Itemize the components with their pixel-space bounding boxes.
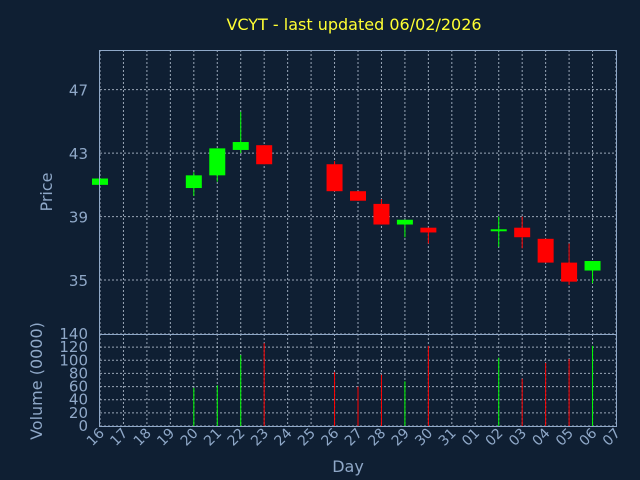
volume-axis-label: Volume (0000)	[27, 322, 46, 440]
candle	[326, 161, 343, 192]
candle-body	[561, 262, 578, 282]
x-tick-labels: 16 17 18 19 20 21 22 23 24 25 26 27 28 29 30 31 01 02 03 04…	[84, 425, 624, 449]
candle-body	[326, 164, 343, 192]
x-tick: 03	[506, 426, 530, 450]
x-tick: 29	[389, 426, 413, 450]
candle	[373, 199, 390, 225]
price-candles	[92, 111, 601, 285]
candle	[420, 227, 437, 244]
candle-body	[537, 238, 554, 263]
price-axis-label: Price	[37, 172, 56, 211]
x-tick: 24	[272, 425, 296, 449]
x-tick: 06	[576, 425, 600, 449]
x-tick: 02	[483, 426, 507, 450]
candle	[185, 172, 202, 196]
candle	[490, 216, 507, 247]
candle-body	[373, 203, 390, 225]
candle	[584, 261, 601, 284]
x-tick: 28	[365, 426, 389, 450]
price-y-tick-labels: 35 39 43 47	[69, 82, 88, 290]
x-tick: 27	[342, 426, 366, 450]
candle-body	[490, 229, 507, 232]
x-tick: 22	[225, 426, 249, 450]
x-axis-label: Day	[332, 457, 364, 476]
x-tick: 20	[178, 426, 202, 450]
volume-y-tick: 60	[69, 378, 88, 396]
x-tick: 21	[201, 426, 225, 450]
candle-body	[420, 227, 437, 233]
x-tick: 18	[131, 426, 155, 450]
volume-y-tick: 100	[59, 351, 88, 369]
candle-body	[185, 175, 202, 189]
price-y-tick: 47	[69, 82, 88, 100]
volume-y-tick: 120	[59, 338, 88, 356]
candle-body	[584, 261, 601, 271]
x-tick: 05	[553, 426, 577, 450]
price-panel: 35 39 43 47	[69, 50, 617, 335]
volume-y-tick: 20	[69, 404, 88, 422]
candle	[209, 148, 226, 182]
candle-body	[396, 219, 413, 225]
candle	[537, 238, 554, 263]
x-tick: 07	[600, 426, 624, 450]
chart-title: VCYT - last updated 06/02/2026	[226, 15, 481, 34]
candle	[396, 219, 413, 238]
x-tick: 25	[295, 426, 319, 450]
x-tick: 17	[107, 426, 131, 450]
candle	[561, 243, 578, 285]
price-y-tick: 43	[69, 145, 88, 163]
candle-body	[256, 145, 273, 165]
x-tick: 01	[459, 426, 483, 450]
price-y-tick: 39	[69, 209, 88, 227]
candle	[232, 111, 249, 154]
volume-bars	[193, 343, 594, 426]
price-y-tick: 35	[69, 272, 88, 290]
x-tick: 23	[248, 426, 272, 450]
candle-body	[350, 191, 366, 201]
candle-body	[209, 148, 226, 176]
x-tick: 26	[318, 425, 342, 449]
x-tick: 31	[436, 426, 460, 450]
candle	[350, 191, 366, 201]
volume-y-tick: 40	[69, 391, 88, 409]
volume-y-tick: 0	[78, 417, 88, 435]
candle-body	[232, 142, 249, 150]
x-tick: 04	[530, 425, 554, 449]
volume-y-tick: 80	[69, 364, 88, 382]
candle	[256, 145, 273, 165]
volume-plot-frame	[99, 334, 617, 427]
candle	[514, 216, 531, 249]
x-tick: 19	[154, 426, 178, 450]
candle-body	[514, 227, 531, 238]
volume-y-tick: 140	[59, 325, 88, 343]
x-tick: 30	[412, 426, 436, 450]
price-gridlines	[99, 50, 617, 334]
